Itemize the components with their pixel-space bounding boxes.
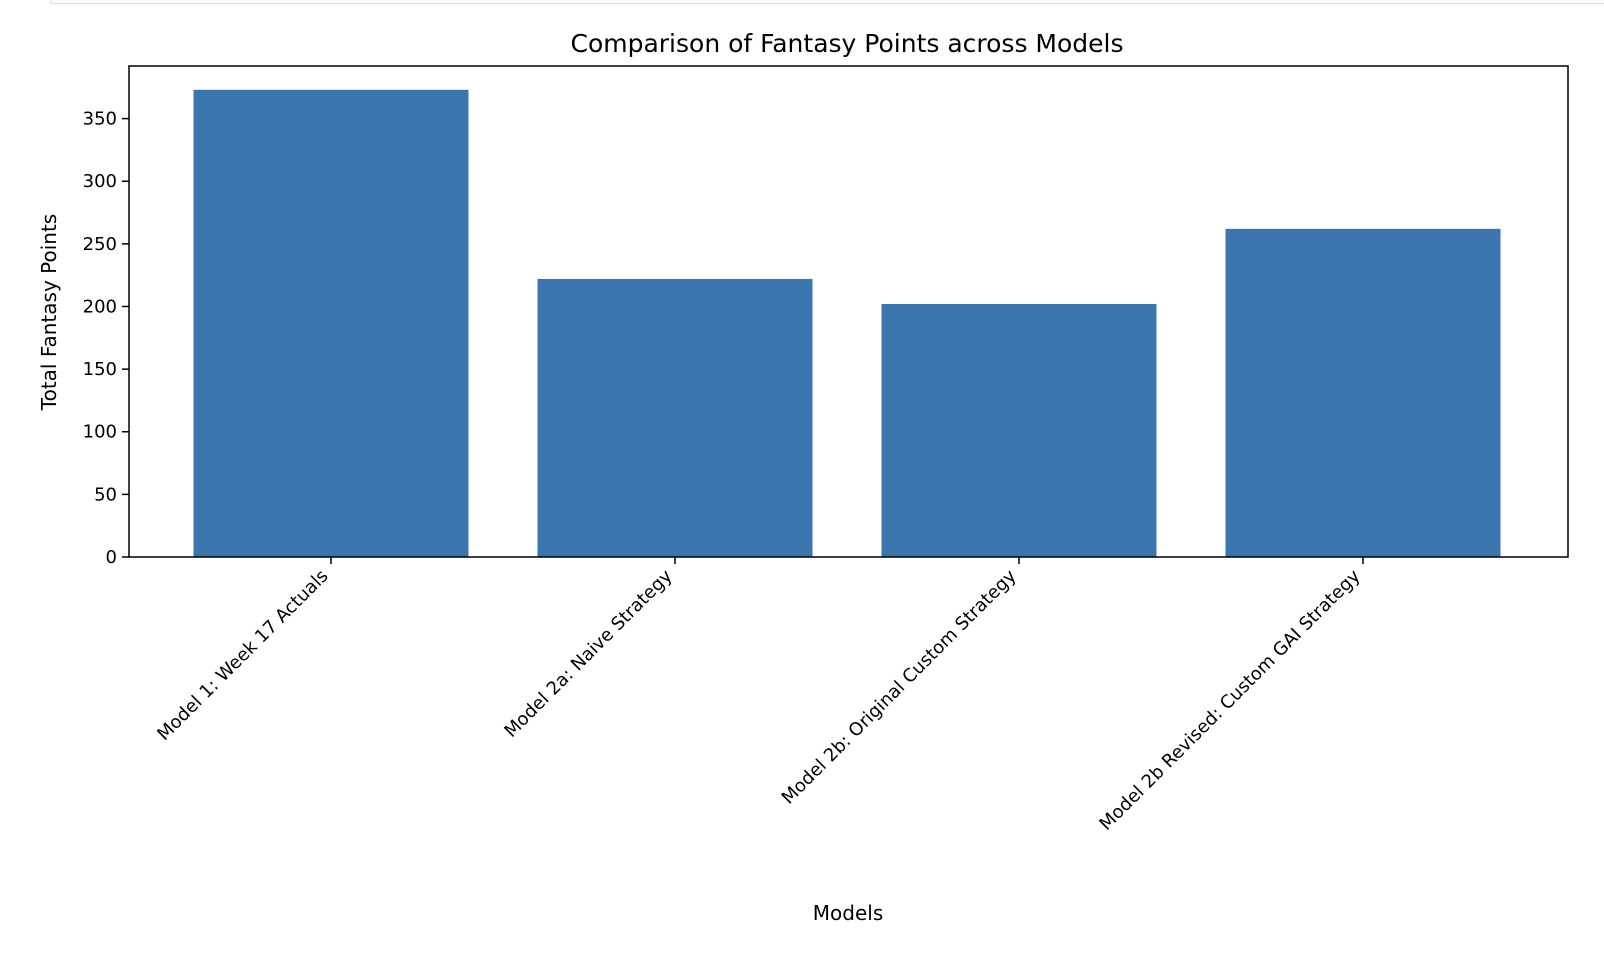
y-axis: 0 50 100 150 200 250 300 350 xyxy=(83,109,129,568)
x-tick-label: Model 2a: Naive Strategy xyxy=(500,565,676,741)
bar-4 xyxy=(1225,228,1501,557)
x-axis: Model 1: Week 17 Actuals Model 2a: Naive … xyxy=(153,557,1365,835)
y-tick-label: 250 xyxy=(83,234,117,255)
y-tick-label: 200 xyxy=(83,296,117,317)
y-axis-label: Total Fantasy Points xyxy=(37,214,61,411)
y-tick-label: 350 xyxy=(83,109,117,130)
x-axis-label: Models xyxy=(813,901,883,925)
bar-3 xyxy=(881,303,1157,557)
chart-title: Comparison of Fantasy Points across Mode… xyxy=(570,29,1123,58)
x-tick-label: Model 2b Revised: Custom GAI Strategy xyxy=(1095,565,1364,834)
y-tick-label: 0 xyxy=(106,547,117,568)
bar-2 xyxy=(537,278,813,557)
y-tick-label: 300 xyxy=(83,171,117,192)
x-tick-label: Model 2b: Original Custom Strategy xyxy=(778,565,1021,808)
bar-1 xyxy=(193,89,469,558)
notebook-cell-border xyxy=(50,0,1604,4)
y-tick-label: 150 xyxy=(83,359,117,380)
x-tick-label: Model 1: Week 17 Actuals xyxy=(153,566,332,745)
plot-frame xyxy=(128,65,1569,558)
y-tick-label: 100 xyxy=(83,422,117,443)
y-tick-label: 50 xyxy=(94,484,117,505)
bars-group xyxy=(193,89,1501,558)
